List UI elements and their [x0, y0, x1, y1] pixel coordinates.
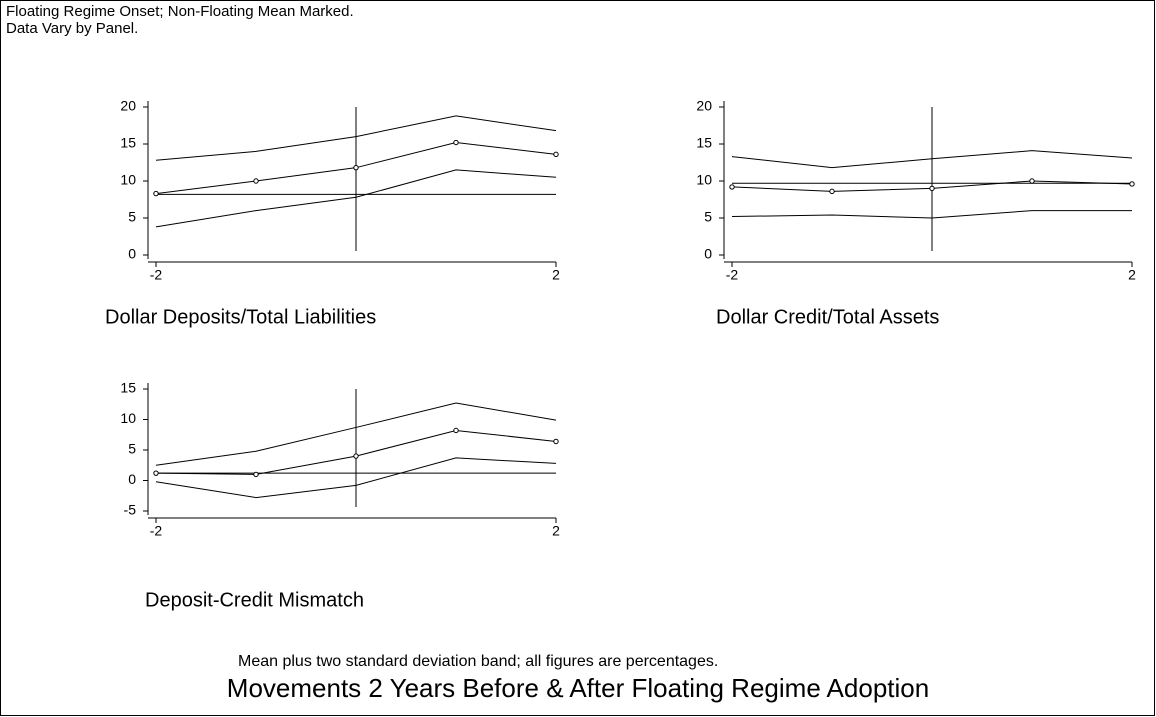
- point-marker: [153, 470, 159, 476]
- y-tick-label: 0: [128, 471, 136, 487]
- y-tick-label: 20: [696, 98, 712, 114]
- point-marker: [353, 453, 359, 459]
- point-marker: [253, 471, 259, 478]
- y-tick-label: 10: [696, 172, 712, 188]
- panel-title: Deposit-Credit Mismatch: [145, 589, 364, 611]
- x-tick-label: 2: [552, 267, 560, 283]
- point-marker: [253, 178, 259, 184]
- series-line: [731, 210, 1132, 219]
- y-tick-label: 10: [120, 410, 136, 426]
- y-tick-label: 15: [120, 380, 136, 396]
- point-marker: [553, 151, 559, 158]
- y-tick-label: 5: [704, 209, 712, 225]
- panel-title: Dollar Deposits/Total Liabilities: [105, 306, 376, 328]
- y-tick-label: -5: [124, 502, 137, 518]
- point-marker: [353, 164, 359, 171]
- y-tick-label: 5: [128, 441, 136, 457]
- series-line: [155, 169, 557, 228]
- point-marker: [453, 139, 459, 146]
- series-line: [155, 457, 557, 499]
- x-tick-label: -2: [150, 267, 163, 283]
- point-marker: [829, 188, 835, 195]
- point-marker: [553, 438, 559, 445]
- point-marker: [453, 427, 459, 434]
- y-tick-label: 20: [120, 98, 136, 114]
- point-marker: [153, 190, 159, 197]
- panel-title: Dollar Credit/Total Assets: [716, 306, 939, 328]
- x-tick-label: 2: [1128, 267, 1136, 283]
- series-line: [731, 150, 1133, 169]
- y-tick-label: 5: [128, 209, 136, 225]
- x-tick-label: 2: [552, 523, 560, 539]
- note: Mean plus two standard deviation band; a…: [238, 653, 718, 670]
- point-marker: [929, 185, 935, 192]
- point-marker: [1129, 181, 1135, 187]
- point-marker: [729, 184, 735, 190]
- x-tick-label: -2: [150, 523, 163, 539]
- header-line: Data Vary by Panel.: [6, 20, 138, 37]
- x-tick-label: -2: [726, 267, 739, 283]
- series-line: [155, 115, 557, 161]
- header-line: Floating Regime Onset; Non-Floating Mean…: [6, 3, 354, 20]
- y-tick-label: 15: [120, 135, 136, 151]
- point-marker: [1029, 178, 1035, 184]
- series-line: [155, 402, 557, 466]
- y-tick-label: 10: [120, 172, 136, 188]
- y-tick-label: 0: [128, 246, 136, 262]
- y-tick-label: 0: [704, 246, 712, 262]
- figure-title: Movements 2 Years Before & After Floatin…: [227, 673, 929, 703]
- y-tick-label: 15: [696, 135, 712, 151]
